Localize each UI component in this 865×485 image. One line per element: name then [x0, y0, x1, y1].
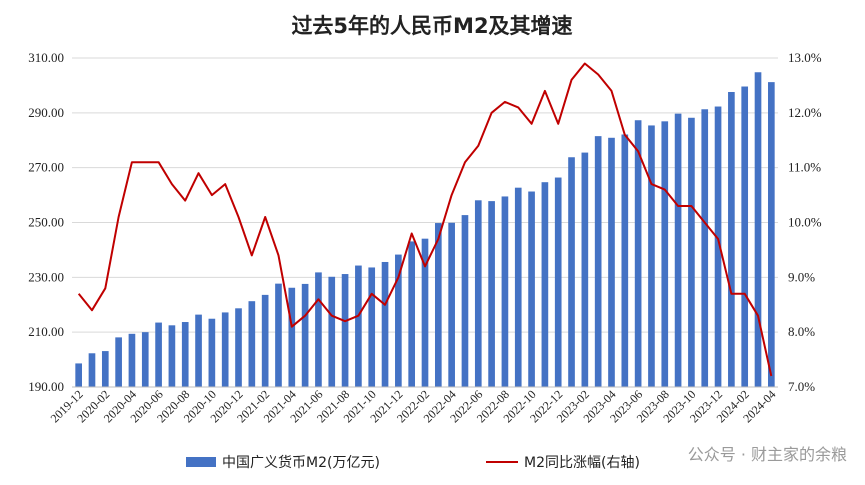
y-right-tick-label: 7.0%: [788, 379, 815, 394]
bar: [701, 109, 709, 387]
y-right-tick-label: 13.0%: [788, 50, 822, 65]
bar: [261, 294, 269, 387]
y-right-tick-label: 12.0%: [788, 105, 822, 120]
bar: [341, 274, 349, 387]
growth-line: [77, 62, 773, 377]
bar: [421, 238, 429, 387]
bar: [581, 152, 589, 387]
bar: [315, 272, 322, 387]
bar: [355, 265, 362, 387]
legend-line-label: M2同比涨幅(右轴): [524, 455, 640, 471]
bar: [674, 113, 682, 388]
bar: [168, 325, 176, 387]
legend: 中国广义货币M2(万亿元) M2同比涨幅(右轴): [186, 454, 640, 471]
bar: [381, 261, 389, 387]
bar: [594, 136, 602, 387]
y-left-tick-label: 210.00: [28, 324, 64, 339]
bar: [155, 322, 162, 387]
bar: [368, 267, 376, 387]
bar: [434, 223, 442, 387]
bar-series: [75, 72, 775, 388]
bar: [608, 137, 615, 387]
bar: [621, 134, 629, 387]
bar: [141, 332, 149, 387]
y-right-tick-label: 9.0%: [788, 269, 815, 284]
bar: [474, 200, 482, 387]
bar: [248, 301, 256, 387]
y-right-tick-label: 11.0%: [788, 160, 821, 175]
bar: [275, 283, 282, 387]
bar: [514, 187, 522, 387]
y-left-tick-label: 290.00: [28, 105, 64, 120]
bar: [208, 318, 216, 387]
bar: [754, 72, 762, 388]
y-left-tick-label: 230.00: [28, 269, 64, 284]
watermark: 公众号 · 财主家的余粮: [688, 445, 847, 464]
bar: [568, 157, 575, 387]
y-left-tick-label: 250.00: [28, 215, 64, 230]
bar: [768, 82, 775, 388]
bar: [101, 351, 109, 387]
y-right-tick-label: 8.0%: [788, 324, 815, 339]
legend-bar-swatch: [186, 457, 216, 467]
bar: [288, 287, 296, 387]
legend-bar-label: 中国广义货币M2(万亿元): [222, 454, 380, 471]
bar: [488, 201, 495, 387]
bar: [688, 117, 695, 387]
y-axis-right: 7.0% 8.0% 9.0% 10.0% 11.0% 12.0% 13.0%: [788, 50, 822, 394]
bar: [528, 191, 535, 387]
bar: [741, 86, 749, 387]
bar: [195, 314, 202, 387]
x-axis: 2019-122020-022020-042020-062020-082020-…: [48, 386, 778, 425]
bar: [634, 120, 642, 387]
bar: [554, 177, 562, 387]
bar: [128, 333, 136, 387]
bar: [714, 106, 722, 387]
bar: [221, 312, 229, 387]
y-left-tick-label: 270.00: [28, 160, 64, 175]
y-axis-left: 190.00 210.00 230.00 250.00 270.00 290.00 310.…: [28, 50, 64, 394]
bar: [541, 182, 549, 387]
bar: [501, 196, 509, 387]
bar: [301, 283, 309, 387]
bar: [235, 308, 242, 387]
bar: [448, 222, 455, 387]
bar: [181, 322, 189, 387]
bar: [661, 121, 669, 388]
y-left-tick-label: 310.00: [28, 50, 64, 65]
bar: [461, 215, 469, 387]
line-series: [77, 62, 773, 377]
bar: [395, 254, 402, 387]
bar: [75, 363, 82, 387]
bar: [728, 91, 735, 387]
bar: [328, 276, 336, 387]
y-left-tick-label: 190.00: [28, 379, 64, 394]
bar: [115, 337, 122, 387]
bar: [648, 125, 655, 387]
chart-title: 过去5年的人民币M2及其增速: [291, 14, 572, 38]
bar: [88, 353, 96, 387]
y-right-tick-label: 10.0%: [788, 215, 822, 230]
bar: [408, 241, 416, 387]
